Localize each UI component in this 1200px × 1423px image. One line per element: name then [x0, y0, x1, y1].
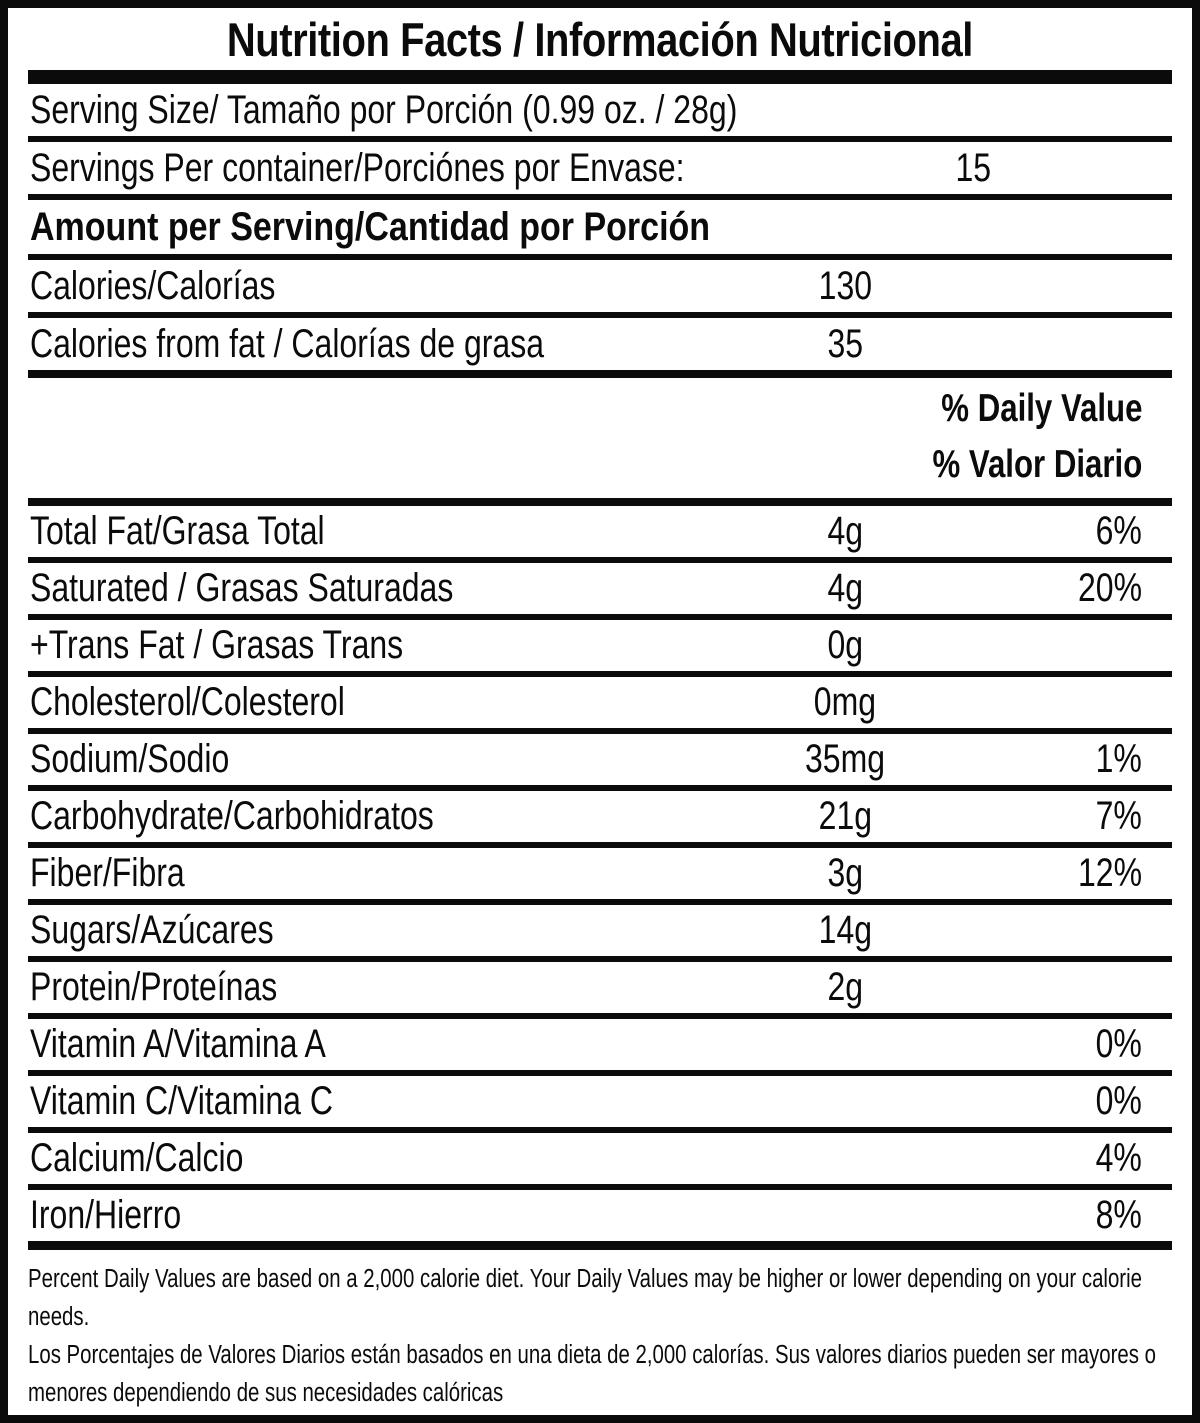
nutrient-amount: 4g	[827, 509, 863, 553]
nutrient-row-fiber: Fiber/Fibra 3g 12%	[28, 848, 1172, 905]
footnote-section: Percent Daily Values are based on a 2,00…	[28, 1250, 1172, 1412]
nutrient-dv: 12%	[1077, 851, 1142, 895]
nutrient-name: Total Fat/Grasa Total	[30, 509, 325, 553]
nutrient-name: Fiber/Fibra	[30, 851, 185, 895]
amount-per-serving-header-row: Amount per Serving/Cantidad por Porción	[28, 200, 1172, 260]
nutrient-amount: 21g	[818, 794, 872, 838]
nutrient-name: Carbohydrate/Carbohidratos	[30, 794, 434, 838]
calories-from-fat-row: Calories from fat / Calorías de grasa 35	[28, 318, 1172, 378]
nutrient-amount: 4g	[827, 566, 863, 610]
nutrient-row-iron: Iron/Hierro 8%	[28, 1190, 1172, 1250]
nutrient-row-sodium: Sodium/Sodio 35mg 1%	[28, 734, 1172, 791]
serving-size-row: Serving Size/ Tamaño por Porción (0.99 o…	[28, 84, 1172, 142]
nutrient-amount: 3g	[827, 851, 863, 895]
nutrient-row-vitamin-a: Vitamin A/Vitamina A 0%	[28, 1019, 1172, 1076]
nutrient-row-cholesterol: Cholesterol/Colesterol 0mg	[28, 677, 1172, 734]
page-title: Nutrition Facts / Información Nutriciona…	[226, 12, 974, 66]
nutrient-amount: 0g	[827, 623, 863, 667]
calories-value: 130	[818, 263, 872, 308]
nutrient-amount: 0mg	[813, 680, 877, 724]
nutrient-row-carbohydrate: Carbohydrate/Carbohidratos 21g 7%	[28, 791, 1172, 848]
servings-per-container-label: Servings Per container/Porciónes por Env…	[30, 145, 685, 190]
calories-from-fat-value: 35	[827, 321, 863, 366]
nutrient-dv: 6%	[1095, 509, 1142, 553]
nutrient-row-calcium: Calcium/Calcio 4%	[28, 1133, 1172, 1190]
calories-row: Calories/Calorías 130	[28, 260, 1172, 318]
label-header: Nutrition Facts / Información Nutriciona…	[28, 8, 1172, 70]
nutrient-name: Iron/Hierro	[30, 1193, 182, 1237]
servings-per-container-row: Servings Per container/Porciónes por Env…	[28, 142, 1172, 200]
nutrient-dv: 1%	[1095, 737, 1142, 781]
nutrient-amount: 2g	[827, 965, 863, 1009]
label-content: Nutrition Facts / Información Nutriciona…	[28, 8, 1172, 1412]
nutrient-name: Sodium/Sodio	[30, 737, 230, 781]
nutrient-dv: 20%	[1077, 566, 1142, 610]
serving-size-text: Serving Size/ Tamaño por Porción (0.99 o…	[30, 87, 738, 132]
nutrient-row-vitamin-c: Vitamin C/Vitamina C 0%	[28, 1076, 1172, 1133]
daily-value-heading-block: % Daily Value % Valor Diario	[28, 378, 1172, 506]
nutrient-row-total-fat: Total Fat/Grasa Total 4g 6%	[28, 506, 1172, 563]
amount-per-serving-header: Amount per Serving/Cantidad por Porción	[30, 204, 711, 249]
nutrient-dv: 7%	[1095, 794, 1142, 838]
daily-value-heading-en: % Daily Value	[940, 387, 1142, 430]
footnote-english: Percent Daily Values are based on a 2,00…	[28, 1265, 1142, 1331]
nutrient-name: Protein/Proteínas	[30, 965, 278, 1009]
title-divider-bar	[28, 70, 1172, 84]
daily-value-heading-es: % Valor Diario	[932, 443, 1142, 486]
servings-per-container-value: 15	[955, 145, 992, 190]
nutrient-name: Calcium/Calcio	[30, 1136, 244, 1180]
nutrient-name: Saturated / Grasas Saturadas	[30, 566, 454, 610]
footnote-spanish: Los Porcentajes de Valores Diarios están…	[28, 1341, 1156, 1407]
nutrient-row-sugars: Sugars/Azúcares 14g	[28, 905, 1172, 962]
nutrient-name: Cholesterol/Colesterol	[30, 680, 345, 724]
nutrient-dv: 0%	[1095, 1022, 1142, 1066]
nutrient-row-saturated-fat: Saturated / Grasas Saturadas 4g 20%	[28, 563, 1172, 620]
nutrient-name: Vitamin C/Vitamina C	[30, 1079, 333, 1123]
nutrient-name: Vitamin A/Vitamina A	[30, 1022, 326, 1066]
nutrient-amount: 14g	[818, 908, 872, 952]
nutrient-name: +Trans Fat / Grasas Trans	[30, 623, 404, 667]
calories-label: Calories/Calorías	[30, 263, 276, 308]
nutrient-row-protein: Protein/Proteínas 2g	[28, 962, 1172, 1019]
nutrient-name: Sugars/Azúcares	[30, 908, 274, 952]
nutrient-row-trans-fat: +Trans Fat / Grasas Trans 0g	[28, 620, 1172, 677]
nutrient-dv: 0%	[1095, 1079, 1142, 1123]
nutrient-amount: 35mg	[804, 737, 886, 781]
nutrient-dv: 8%	[1095, 1193, 1142, 1237]
nutrient-dv: 4%	[1095, 1136, 1142, 1180]
calories-from-fat-label: Calories from fat / Calorías de grasa	[30, 321, 544, 366]
